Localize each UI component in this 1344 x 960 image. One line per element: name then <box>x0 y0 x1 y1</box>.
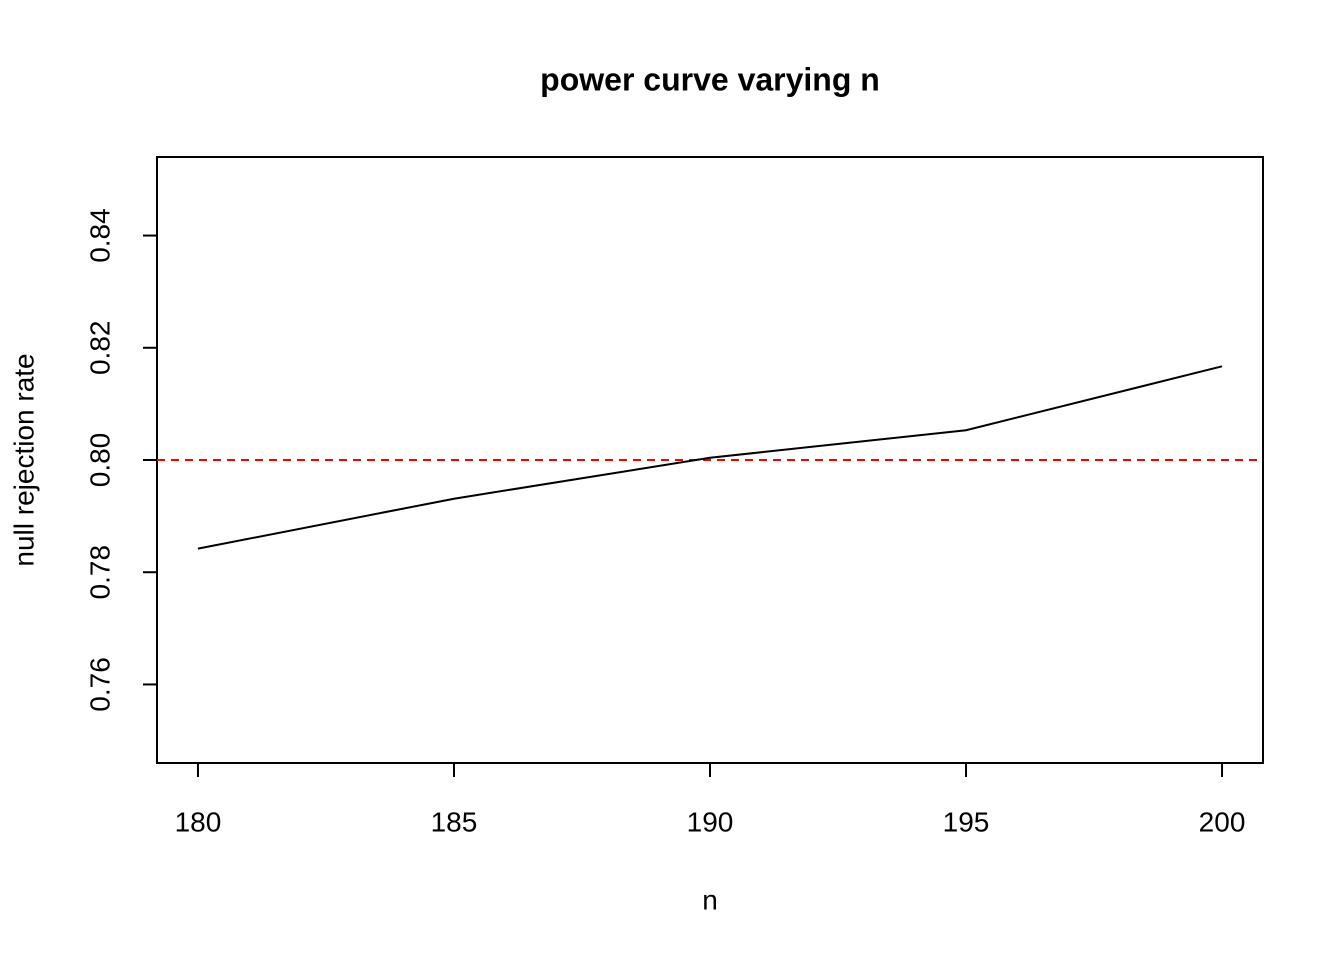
y-tick-label: 0.76 <box>84 657 115 712</box>
x-tick-label: 180 <box>175 806 222 837</box>
x-tick-label: 185 <box>431 806 478 837</box>
y-tick-label: 0.80 <box>84 433 115 488</box>
y-tick-label: 0.78 <box>84 545 115 600</box>
x-tick-label: 195 <box>943 806 990 837</box>
y-tick-label: 0.82 <box>84 321 115 376</box>
x-tick-label: 190 <box>687 806 734 837</box>
chart-title: power curve varying n <box>540 61 880 97</box>
y-axis-label: null rejection rate <box>8 353 39 566</box>
y-tick-label: 0.84 <box>84 208 115 262</box>
data-line <box>197 365 1223 550</box>
x-tick-label: 200 <box>1199 806 1246 837</box>
x-axis-label: n <box>702 884 718 915</box>
